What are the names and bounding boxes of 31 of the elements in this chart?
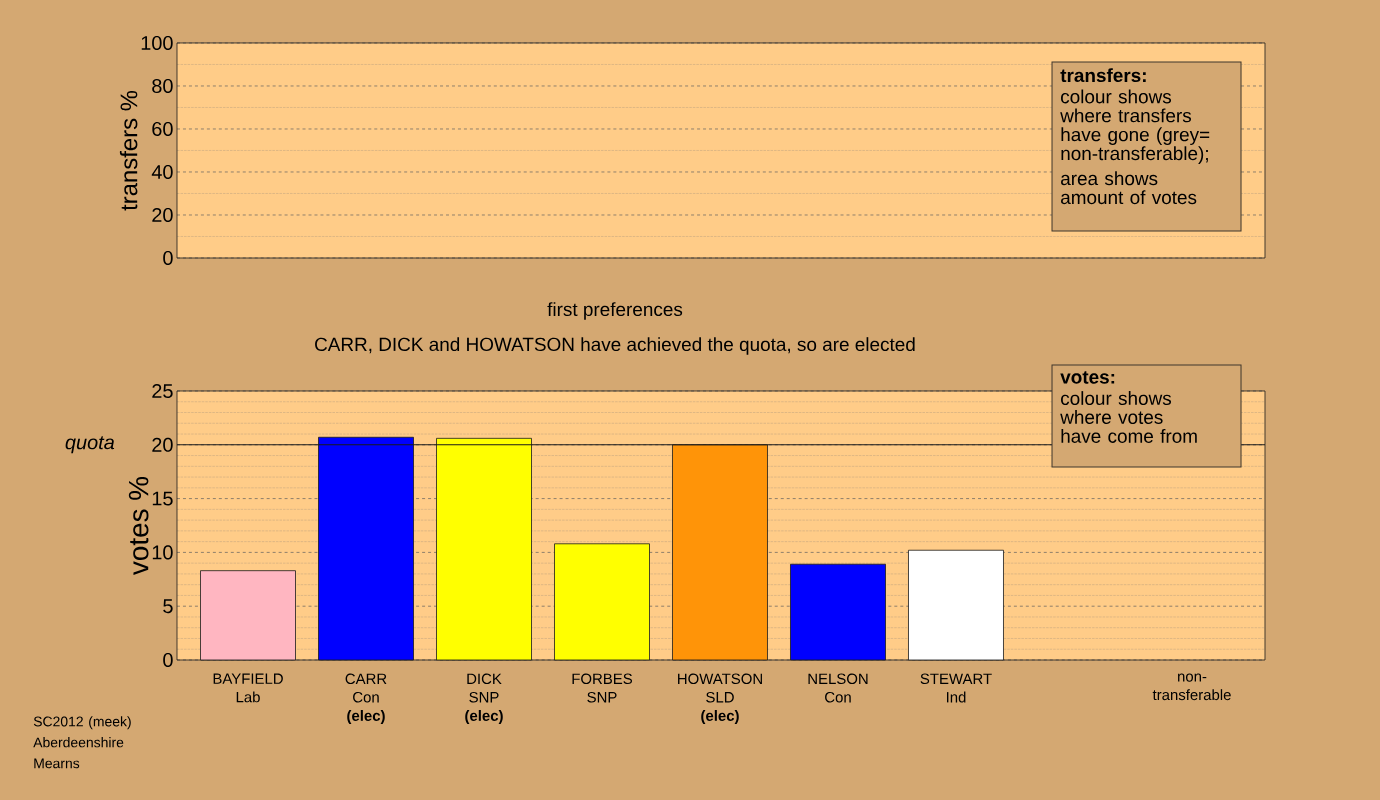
y-tick-label: 25 — [152, 383, 173, 399]
x-tick-label: CARR Con (elec) — [345, 673, 387, 724]
y-tick-label: 60 — [152, 121, 173, 137]
y-axis-title: transfers % — [119, 90, 138, 211]
annotation: colour shows where transfers have gone (grey= non-transferable); — [1060, 89, 1210, 164]
y-tick-label: 10 — [152, 545, 173, 560]
ref-line-label: quota — [65, 436, 115, 454]
x-tick-label: HOWATSON SLD (elec) — [678, 673, 762, 724]
y-tick-label: 80 — [152, 78, 173, 94]
chart-subtitle: CARR, DICK and HOWATSON have achieved the quota, so are elected — [315, 337, 915, 355]
x-tick-label: non-transferable — [1152, 673, 1231, 701]
x-tick-label: BAYFIELD Lab — [213, 673, 283, 703]
y-tick-label: 20 — [152, 207, 173, 223]
y-tick-label: 40 — [151, 164, 173, 180]
y-tick-label: 0 — [163, 250, 173, 266]
annotation: area shows amount of votes — [1061, 171, 1197, 205]
y-tick-label: 15 — [152, 491, 173, 506]
y-tick-label: 5 — [163, 599, 173, 614]
chart-title: first preferences — [547, 302, 683, 320]
x-tick-label: DICK SNP (elec) — [465, 673, 503, 724]
x-tick-label: NELSON Con — [808, 673, 868, 703]
annotation: colour shows where votes have come from — [1060, 391, 1197, 443]
text: votes: — [1060, 371, 1115, 384]
x-tick-label: FORBES SNP — [572, 673, 633, 703]
annotation: transfers: — [1060, 68, 1146, 83]
y-axis-title: votes % — [128, 476, 149, 576]
y-tick-label: 0 — [163, 652, 173, 668]
y-tick-label: 20 — [152, 437, 173, 452]
x-tick-label: STEWART Ind — [920, 673, 992, 703]
text: SC2012 (meek) Aberdeenshire Mearns — [33, 716, 131, 769]
y-tick-label: 100 — [141, 35, 173, 51]
